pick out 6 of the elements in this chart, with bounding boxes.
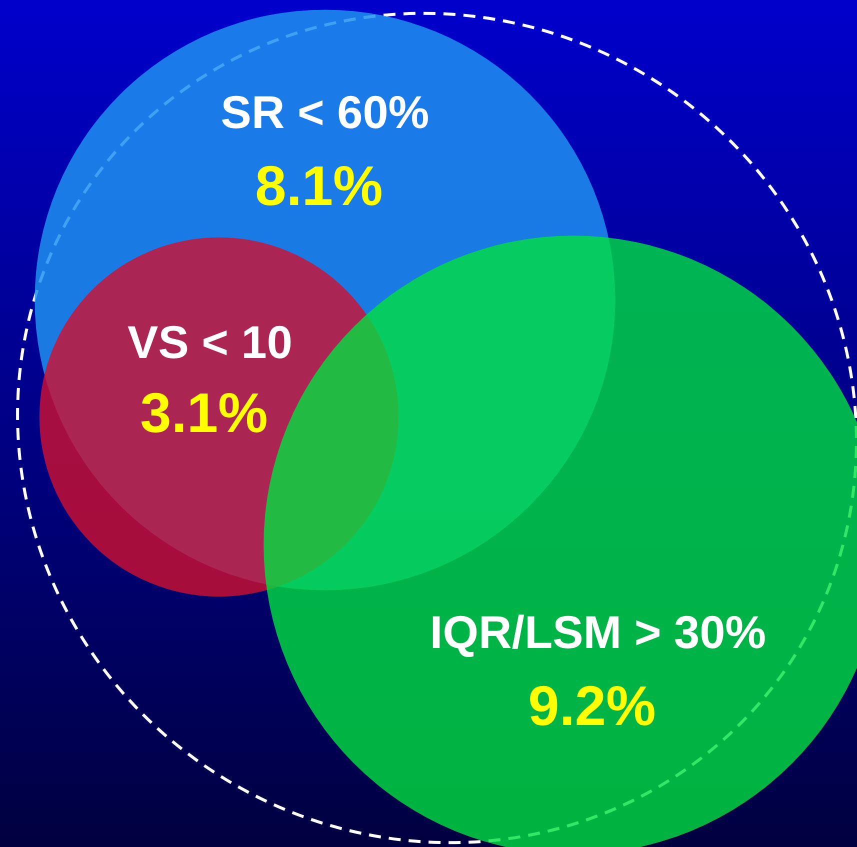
data-label: 9.2% xyxy=(528,674,656,737)
data-label: 3.1% xyxy=(140,381,268,444)
category-label: IQR/LSM > 30% xyxy=(430,606,766,658)
category-label: SR < 60% xyxy=(220,86,430,138)
data-label: 8.1% xyxy=(255,154,383,217)
category-label: VS < 10 xyxy=(128,316,292,368)
